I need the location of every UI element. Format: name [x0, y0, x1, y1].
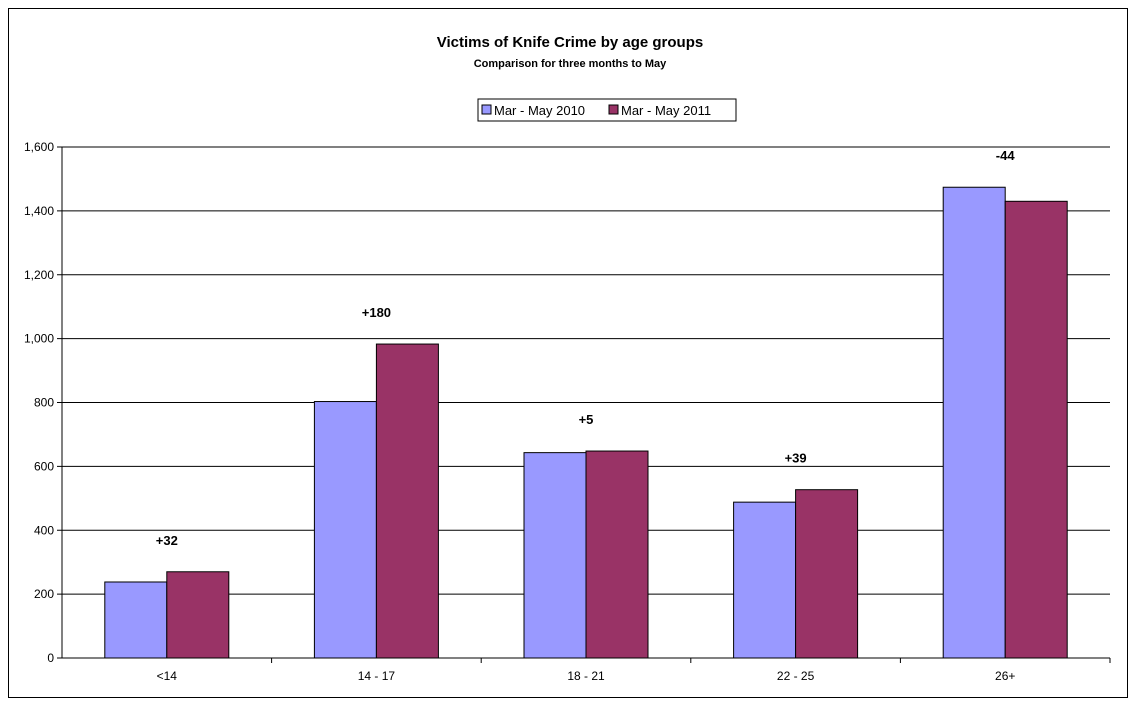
bar-2011-3	[795, 489, 859, 659]
bar-2010-1	[313, 401, 377, 659]
y-tick-label: 1,600	[24, 140, 54, 154]
y-tick-label: 1,400	[24, 204, 54, 218]
legend-swatch-2011	[608, 104, 619, 115]
x-tick-label: 18 - 21	[567, 669, 605, 683]
y-tick-label: 1,000	[24, 332, 54, 346]
bars	[104, 186, 1068, 659]
y-tick-label: 400	[34, 523, 54, 537]
x-tick-label: 22 - 25	[777, 669, 815, 683]
legend: Mar - May 2010 Mar - May 2011	[477, 98, 737, 122]
bar-2010-3	[733, 501, 797, 659]
bar-2011-1	[375, 343, 439, 659]
bar-2011-0	[166, 571, 230, 659]
change-annotation: +39	[785, 451, 807, 466]
change-annotation: -44	[996, 148, 1016, 163]
change-annotation: +5	[579, 412, 594, 427]
y-tick-label: 600	[34, 459, 54, 473]
y-tick-label: 800	[34, 396, 54, 410]
change-annotation: +180	[362, 305, 391, 320]
y-tick-label: 200	[34, 587, 54, 601]
x-tick-label: <14	[157, 669, 178, 683]
y-tick-label: 0	[47, 651, 54, 665]
x-tick-label: 14 - 17	[358, 669, 396, 683]
bar-2011-2	[585, 450, 649, 659]
change-annotation: +32	[156, 533, 178, 548]
legend-label-2010: Mar - May 2010	[494, 103, 585, 118]
legend-label-2011: Mar - May 2011	[621, 103, 711, 118]
bar-2010-2	[523, 452, 587, 659]
chart-subtitle: Comparison for three months to May	[474, 58, 667, 70]
y-tick-label: 1,200	[24, 268, 54, 282]
legend-box	[477, 98, 737, 122]
bar-2011-4	[1004, 200, 1068, 659]
axes: 0 200 400 600 800 1,000 1,200 1,400 1,600 <14 14 -…	[24, 140, 1111, 683]
legend-swatch-2010	[481, 104, 492, 115]
annotations: +32 +180 +5 +39 -44	[156, 148, 1016, 548]
bar-2010-4	[942, 186, 1006, 659]
bar-2010-0	[104, 581, 168, 659]
x-tick-label: 26+	[995, 669, 1015, 683]
chart-title: Victims of Knife Crime by age groups	[437, 34, 703, 51]
